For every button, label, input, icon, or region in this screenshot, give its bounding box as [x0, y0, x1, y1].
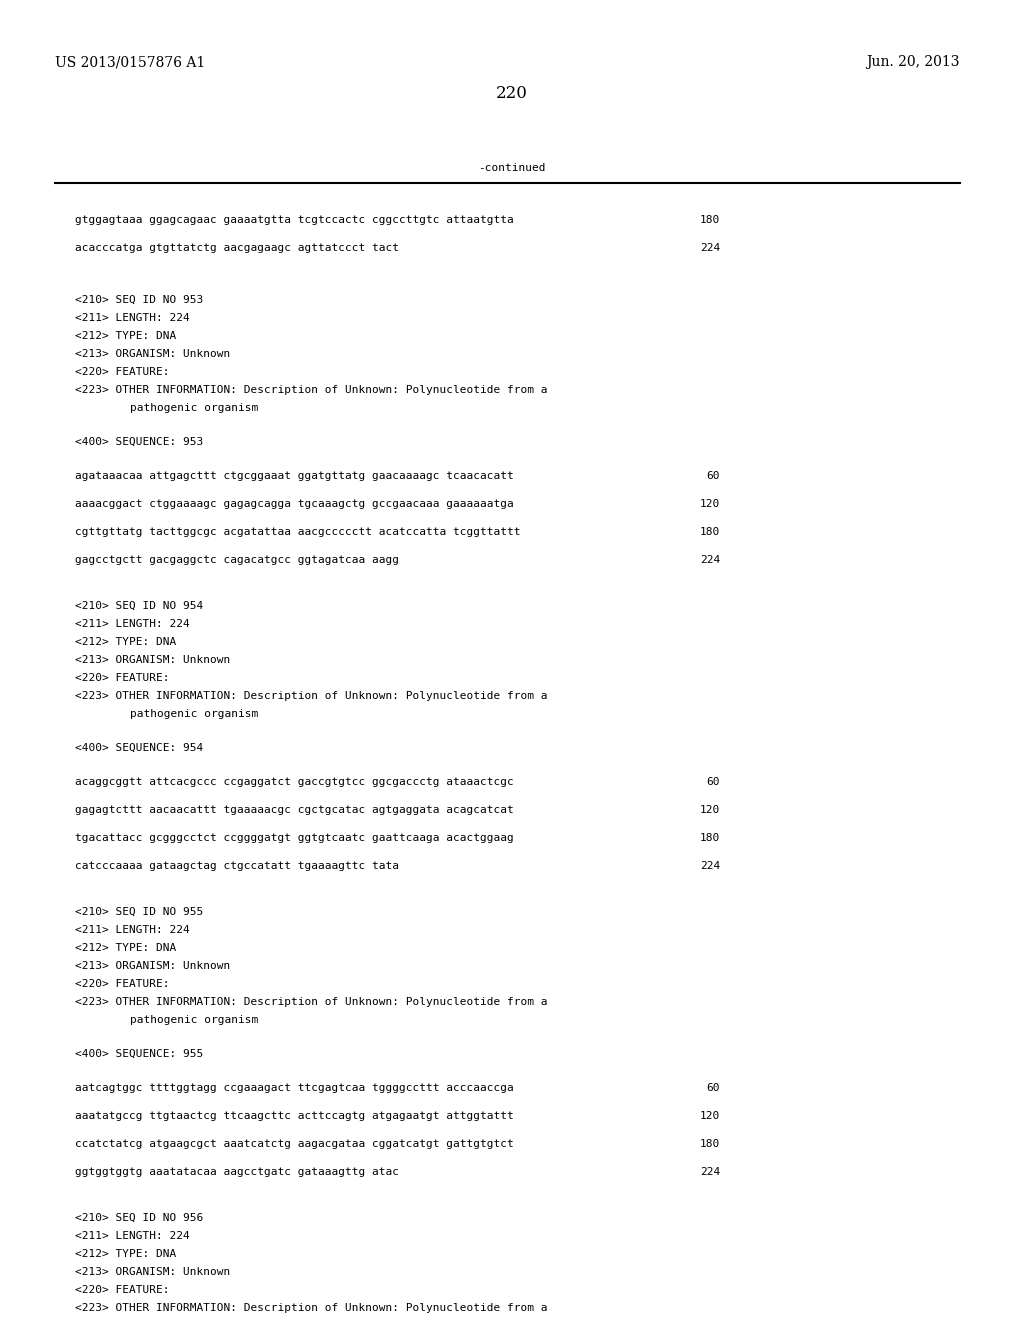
- Text: ccatctatcg atgaagcgct aaatcatctg aagacgataa cggatcatgt gattgtgtct: ccatctatcg atgaagcgct aaatcatctg aagacga…: [75, 1139, 514, 1148]
- Text: cgttgttatg tacttggcgc acgatattaa aacgccccctt acatccatta tcggttattt: cgttgttatg tacttggcgc acgatattaa aacgccc…: [75, 527, 520, 537]
- Text: <212> TYPE: DNA: <212> TYPE: DNA: [75, 1249, 176, 1259]
- Text: <211> LENGTH: 224: <211> LENGTH: 224: [75, 313, 189, 323]
- Text: 180: 180: [699, 1139, 720, 1148]
- Text: <213> ORGANISM: Unknown: <213> ORGANISM: Unknown: [75, 348, 230, 359]
- Text: 224: 224: [699, 861, 720, 871]
- Text: 120: 120: [699, 499, 720, 510]
- Text: <220> FEATURE:: <220> FEATURE:: [75, 979, 170, 989]
- Text: 60: 60: [707, 1082, 720, 1093]
- Text: <210> SEQ ID NO 953: <210> SEQ ID NO 953: [75, 294, 203, 305]
- Text: 180: 180: [699, 215, 720, 224]
- Text: Jun. 20, 2013: Jun. 20, 2013: [866, 55, 961, 69]
- Text: <400> SEQUENCE: 955: <400> SEQUENCE: 955: [75, 1049, 203, 1059]
- Text: <210> SEQ ID NO 955: <210> SEQ ID NO 955: [75, 907, 203, 917]
- Text: 224: 224: [699, 1167, 720, 1177]
- Text: <400> SEQUENCE: 953: <400> SEQUENCE: 953: [75, 437, 203, 447]
- Text: <213> ORGANISM: Unknown: <213> ORGANISM: Unknown: [75, 1267, 230, 1276]
- Text: <400> SEQUENCE: 954: <400> SEQUENCE: 954: [75, 743, 203, 752]
- Text: <212> TYPE: DNA: <212> TYPE: DNA: [75, 942, 176, 953]
- Text: <223> OTHER INFORMATION: Description of Unknown: Polynucleotide from a: <223> OTHER INFORMATION: Description of …: [75, 690, 548, 701]
- Text: <220> FEATURE:: <220> FEATURE:: [75, 1284, 170, 1295]
- Text: <211> LENGTH: 224: <211> LENGTH: 224: [75, 1232, 189, 1241]
- Text: <210> SEQ ID NO 954: <210> SEQ ID NO 954: [75, 601, 203, 611]
- Text: <211> LENGTH: 224: <211> LENGTH: 224: [75, 619, 189, 630]
- Text: gagagtcttt aacaacattt tgaaaaacgc cgctgcatac agtgaggata acagcatcat: gagagtcttt aacaacattt tgaaaaacgc cgctgca…: [75, 805, 514, 814]
- Text: agataaacaa attgagcttt ctgcggaaat ggatgttatg gaacaaaagc tcaacacatt: agataaacaa attgagcttt ctgcggaaat ggatgtt…: [75, 471, 514, 480]
- Text: <213> ORGANISM: Unknown: <213> ORGANISM: Unknown: [75, 655, 230, 665]
- Text: 60: 60: [707, 777, 720, 787]
- Text: <212> TYPE: DNA: <212> TYPE: DNA: [75, 638, 176, 647]
- Text: gtggagtaaa ggagcagaac gaaaatgtta tcgtccactc cggccttgtc attaatgtta: gtggagtaaa ggagcagaac gaaaatgtta tcgtcca…: [75, 215, 514, 224]
- Text: 120: 120: [699, 1111, 720, 1121]
- Text: aatcagtggc ttttggtagg ccgaaagact ttcgagtcaa tggggccttt acccaaccga: aatcagtggc ttttggtagg ccgaaagact ttcgagt…: [75, 1082, 514, 1093]
- Text: acaggcggtt attcacgccc ccgaggatct gaccgtgtcc ggcgaccctg ataaactcgc: acaggcggtt attcacgccc ccgaggatct gaccgtg…: [75, 777, 514, 787]
- Text: <212> TYPE: DNA: <212> TYPE: DNA: [75, 331, 176, 341]
- Text: pathogenic organism: pathogenic organism: [130, 1015, 258, 1026]
- Text: acacccatga gtgttatctg aacgagaagc agttatccct tact: acacccatga gtgttatctg aacgagaagc agttatc…: [75, 243, 399, 253]
- Text: 180: 180: [699, 833, 720, 843]
- Text: <220> FEATURE:: <220> FEATURE:: [75, 367, 170, 378]
- Text: <210> SEQ ID NO 956: <210> SEQ ID NO 956: [75, 1213, 203, 1224]
- Text: 224: 224: [699, 243, 720, 253]
- Text: aaaacggact ctggaaaagc gagagcagga tgcaaagctg gccgaacaaa gaaaaaatga: aaaacggact ctggaaaagc gagagcagga tgcaaag…: [75, 499, 514, 510]
- Text: 120: 120: [699, 805, 720, 814]
- Text: tgacattacc gcgggcctct ccggggatgt ggtgtcaatc gaattcaaga acactggaag: tgacattacc gcgggcctct ccggggatgt ggtgtca…: [75, 833, 514, 843]
- Text: ggtggtggtg aaatatacaa aagcctgatc gataaagttg atac: ggtggtggtg aaatatacaa aagcctgatc gataaag…: [75, 1167, 399, 1177]
- Text: -continued: -continued: [478, 162, 546, 173]
- Text: 180: 180: [699, 527, 720, 537]
- Text: pathogenic organism: pathogenic organism: [130, 709, 258, 719]
- Text: <220> FEATURE:: <220> FEATURE:: [75, 673, 170, 682]
- Text: <223> OTHER INFORMATION: Description of Unknown: Polynucleotide from a: <223> OTHER INFORMATION: Description of …: [75, 385, 548, 395]
- Text: US 2013/0157876 A1: US 2013/0157876 A1: [55, 55, 205, 69]
- Text: catcccaaaa gataagctag ctgccatatt tgaaaagttc tata: catcccaaaa gataagctag ctgccatatt tgaaaag…: [75, 861, 399, 871]
- Text: <213> ORGANISM: Unknown: <213> ORGANISM: Unknown: [75, 961, 230, 972]
- Text: gagcctgctt gacgaggctc cagacatgcc ggtagatcaa aagg: gagcctgctt gacgaggctc cagacatgcc ggtagat…: [75, 554, 399, 565]
- Text: <211> LENGTH: 224: <211> LENGTH: 224: [75, 925, 189, 935]
- Text: 220: 220: [496, 84, 528, 102]
- Text: <223> OTHER INFORMATION: Description of Unknown: Polynucleotide from a: <223> OTHER INFORMATION: Description of …: [75, 1303, 548, 1313]
- Text: aaatatgccg ttgtaactcg ttcaagcttc acttccagtg atgagaatgt attggtattt: aaatatgccg ttgtaactcg ttcaagcttc acttcca…: [75, 1111, 514, 1121]
- Text: <223> OTHER INFORMATION: Description of Unknown: Polynucleotide from a: <223> OTHER INFORMATION: Description of …: [75, 997, 548, 1007]
- Text: pathogenic organism: pathogenic organism: [130, 403, 258, 413]
- Text: 224: 224: [699, 554, 720, 565]
- Text: 60: 60: [707, 471, 720, 480]
